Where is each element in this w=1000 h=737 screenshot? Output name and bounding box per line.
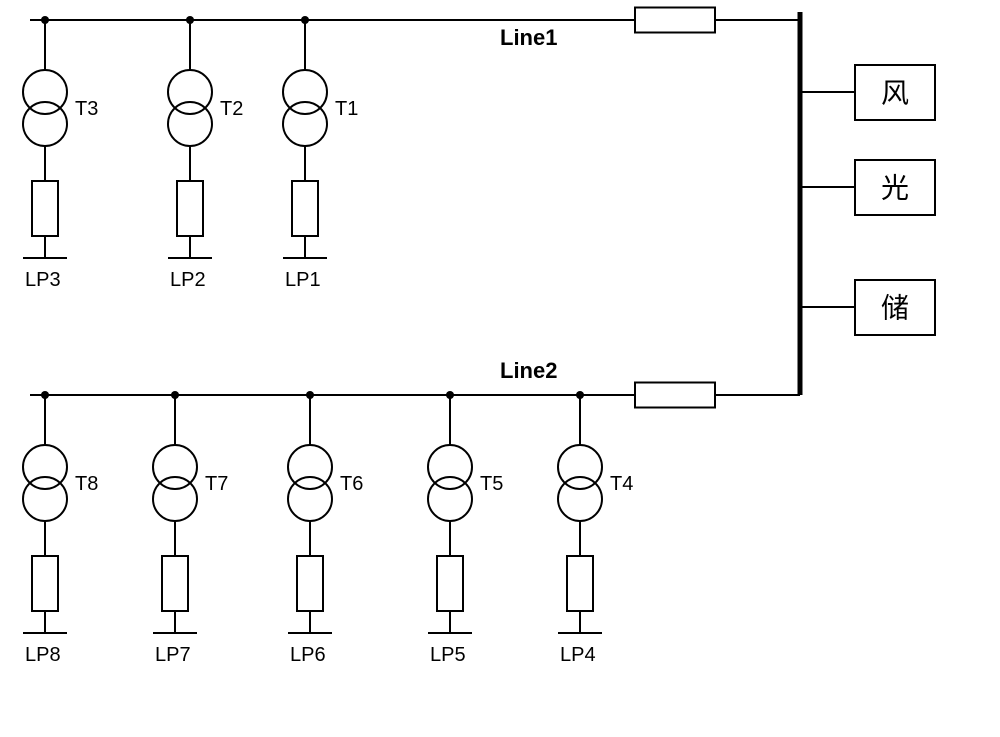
line1-T1-fuse [292, 181, 318, 236]
source-label-storage: 储 [881, 293, 909, 324]
line2-LP7-label: LP7 [155, 644, 191, 666]
line2-T8-label: T8 [75, 473, 98, 495]
line1-LP2-label: LP2 [170, 269, 206, 291]
line2-T6-fuse [297, 556, 323, 611]
line1-T3-coil-bottom [23, 102, 67, 146]
line2-T4-fuse [567, 556, 593, 611]
line2-LP8-label: LP8 [25, 644, 61, 666]
line2-T8-coil-bottom [23, 477, 67, 521]
source-label-solar: 光 [881, 173, 909, 204]
line1-label: Line1 [500, 25, 557, 50]
line2-T5-fuse [437, 556, 463, 611]
line2-T4-coil-bottom [558, 477, 602, 521]
line2-T7-fuse [162, 556, 188, 611]
microgrid-single-line-diagram: 风光储 Line1 T3 LP3 T2 LP2 T1 LP1 Line2 T8 LP8 T7 LP7 T6… [0, 0, 1000, 737]
line2-T7-coil-bottom [153, 477, 197, 521]
line2-LP6-label: LP6 [290, 644, 326, 666]
line2-T5-coil-bottom [428, 477, 472, 521]
source-label-wind: 风 [881, 78, 909, 109]
line2-T6-coil-bottom [288, 477, 332, 521]
line1-T2-coil-bottom [168, 102, 212, 146]
line2-T7-label: T7 [205, 473, 228, 495]
line1-breaker [635, 8, 715, 33]
line1-LP1-label: LP1 [285, 269, 321, 291]
line2-LP4-label: LP4 [560, 644, 596, 666]
line1-T3-fuse [32, 181, 58, 236]
line1-T3-label: T3 [75, 98, 98, 120]
line1-T1-coil-bottom [283, 102, 327, 146]
line2-label: Line2 [500, 358, 557, 383]
line2-T8-fuse [32, 556, 58, 611]
line2-breaker [635, 383, 715, 408]
line2-T4-label: T4 [610, 473, 633, 495]
line2-T5-label: T5 [480, 473, 503, 495]
line1-T2-fuse [177, 181, 203, 236]
line2-T6-label: T6 [340, 473, 363, 495]
line2-LP5-label: LP5 [430, 644, 466, 666]
line1-LP3-label: LP3 [25, 269, 61, 291]
line1-T1-label: T1 [335, 98, 358, 120]
line1-T2-label: T2 [220, 98, 243, 120]
